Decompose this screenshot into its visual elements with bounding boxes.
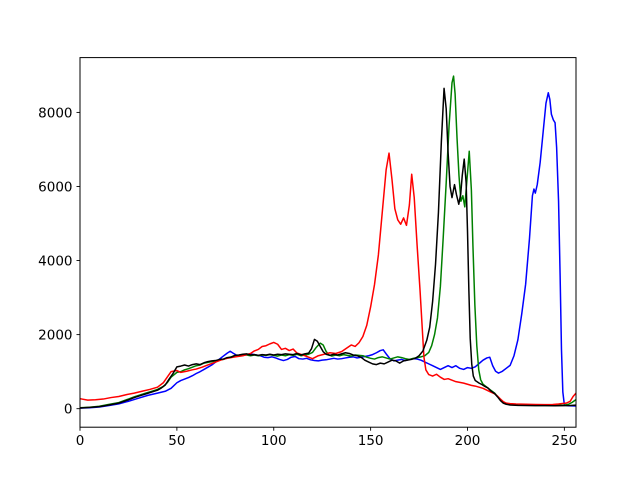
x-tick-label: 250 bbox=[551, 433, 577, 449]
x-tick-label: 0 bbox=[76, 433, 85, 449]
x-tick-label: 150 bbox=[358, 433, 384, 449]
x-tick-label: 200 bbox=[455, 433, 481, 449]
x-tick-label: 100 bbox=[261, 433, 287, 449]
y-tick-label: 0 bbox=[64, 402, 73, 418]
series-line-grayscale-histogram bbox=[79, 87, 577, 409]
y-tick-label: 8000 bbox=[38, 105, 72, 121]
y-tick-label: 6000 bbox=[38, 179, 72, 195]
axes-spines bbox=[79, 57, 577, 428]
series-line-red-channel-histogram bbox=[79, 152, 577, 406]
y-tick-label: 2000 bbox=[38, 327, 72, 343]
y-tick-label: 4000 bbox=[38, 253, 72, 269]
x-tick-label: 50 bbox=[168, 433, 185, 449]
